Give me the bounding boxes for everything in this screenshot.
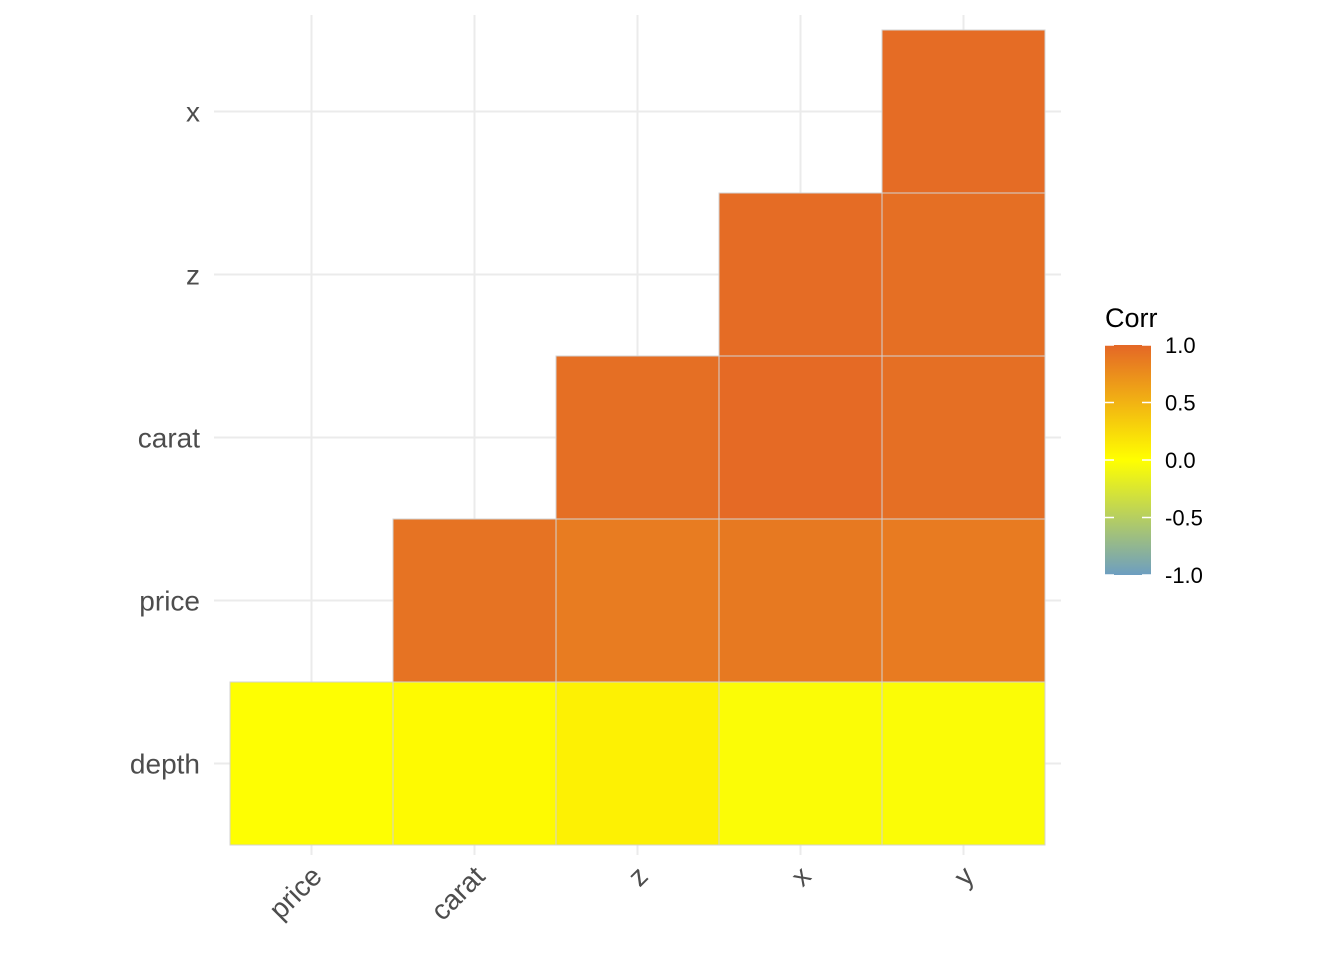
heatmap-cell-z-carat bbox=[555, 355, 720, 520]
heatmap-cell-x-price bbox=[718, 518, 883, 683]
x-axis-tick-labels: price carat z x y bbox=[263, 860, 980, 926]
y-tick-label-depth: depth bbox=[130, 749, 200, 780]
y-axis-tick-labels: depth price carat z x bbox=[130, 97, 200, 780]
heatmap-cell-x-depth bbox=[718, 681, 883, 846]
heatmap-cell-carat-depth bbox=[392, 681, 557, 846]
heatmap-cell-y-carat bbox=[881, 355, 1046, 520]
heatmap-cell-price-depth bbox=[229, 681, 394, 846]
legend-title: Corr bbox=[1105, 303, 1158, 333]
x-tick-label-price: price bbox=[263, 860, 328, 925]
heatmap-tiles bbox=[229, 29, 1046, 846]
y-tick-label-x: x bbox=[186, 97, 200, 128]
x-tick-label-x: x bbox=[785, 860, 817, 892]
heatmap-cell-y-z bbox=[881, 192, 1046, 357]
x-tick-label-carat: carat bbox=[425, 860, 491, 926]
heatmap-cell-y-depth bbox=[881, 681, 1046, 846]
y-tick-label-z: z bbox=[186, 260, 200, 291]
heatmap-cell-y-x bbox=[881, 29, 1046, 194]
legend-ticks: 1.0 0.5 0.0 -0.5 -1.0 bbox=[1105, 333, 1203, 588]
legend-break-label: 0.5 bbox=[1165, 391, 1196, 416]
legend-break-label: 0.0 bbox=[1165, 448, 1196, 473]
heatmap-cell-z-price bbox=[555, 518, 720, 683]
y-tick-label-price: price bbox=[139, 586, 200, 617]
heatmap-cell-y-price bbox=[881, 518, 1046, 683]
heatmap-cell-z-depth bbox=[555, 681, 720, 846]
heatmap-cell-x-z bbox=[718, 192, 883, 357]
heatmap-cell-carat-price bbox=[392, 518, 557, 683]
legend-break-label: -1.0 bbox=[1165, 563, 1203, 588]
legend-break-label: -0.5 bbox=[1165, 506, 1203, 531]
legend-break-label: 1.0 bbox=[1165, 333, 1196, 358]
y-tick-label-carat: carat bbox=[138, 423, 200, 454]
x-tick-label-z: z bbox=[622, 860, 654, 892]
x-tick-label-y: y bbox=[948, 860, 980, 892]
legend: Corr 1.0 0.5 0.0 -0.5 -1.0 bbox=[1105, 303, 1203, 588]
heatmap-cell-x-carat bbox=[718, 355, 883, 520]
